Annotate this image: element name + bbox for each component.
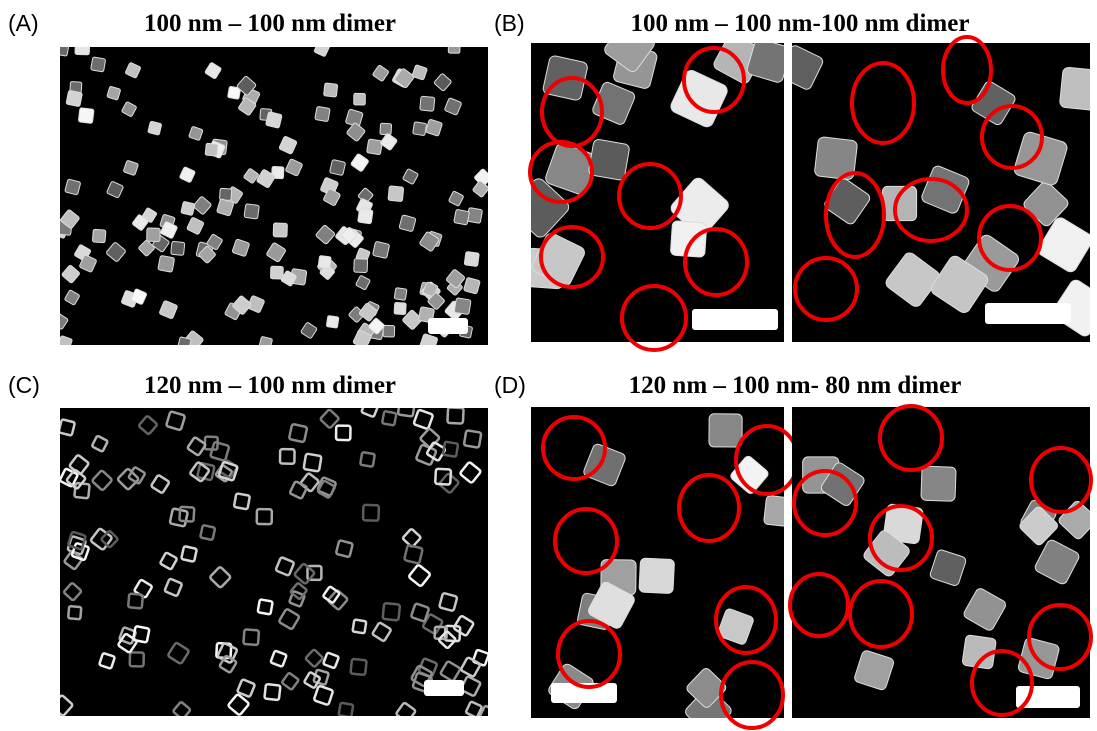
particle: [367, 139, 383, 155]
figure: (A) 100 nm – 100 nm dimer (B) 100 nm – 1…: [0, 0, 1097, 731]
particle: [380, 123, 392, 135]
sem-image: [777, 43, 1097, 342]
particle: [171, 241, 185, 255]
particle: [420, 96, 435, 111]
particle: [324, 83, 338, 97]
particle: [271, 266, 284, 279]
particle: [65, 179, 81, 195]
particle: [259, 336, 273, 350]
panel-title: 120 nm – 100 nm- 80 nm dimer: [629, 372, 962, 399]
particle: [670, 221, 707, 258]
particle: [388, 186, 404, 202]
particle: [158, 255, 175, 272]
particle: [764, 495, 796, 527]
panel-label: (B): [494, 10, 525, 36]
particle: [266, 112, 283, 129]
particle: [329, 159, 345, 175]
particle: [78, 108, 94, 124]
particle: [454, 209, 470, 225]
scale-bar: [424, 680, 464, 696]
panel-title: 100 nm – 100 nm-100 nm dimer: [631, 10, 970, 37]
particle: [921, 466, 956, 501]
particle: [178, 337, 192, 351]
panel-label: (A): [8, 10, 39, 36]
particle: [54, 41, 69, 56]
particle: [454, 298, 471, 315]
particle: [373, 241, 390, 258]
particle: [147, 228, 160, 241]
particle: [709, 414, 742, 447]
panel-label: (C): [8, 372, 40, 398]
image-background: [60, 408, 488, 716]
particle: [148, 121, 162, 135]
particle: [66, 90, 82, 106]
panel-label: (D): [494, 372, 526, 398]
particle: [205, 143, 218, 156]
particle: [244, 204, 259, 219]
particle: [394, 288, 407, 301]
particle: [354, 259, 368, 273]
scale-bar: [985, 303, 1071, 324]
sem-image: [792, 407, 1097, 718]
particle: [273, 223, 287, 237]
particle: [315, 106, 330, 121]
particle: [318, 256, 331, 269]
scale-bar: [692, 309, 778, 330]
particle: [464, 251, 479, 266]
scale-bar: [428, 318, 468, 334]
sem-image: [52, 40, 493, 352]
particle: [220, 188, 232, 200]
particle: [92, 229, 106, 243]
particle: [394, 302, 406, 314]
particle: [588, 139, 630, 181]
sem-image: [52, 400, 497, 723]
particle: [464, 277, 481, 294]
panel-title: 120 nm – 100 nm dimer: [144, 372, 396, 399]
particle: [358, 209, 373, 224]
particle: [639, 558, 675, 594]
particle: [354, 93, 366, 105]
particle: [383, 325, 395, 337]
particle: [399, 215, 416, 232]
particle: [413, 122, 427, 136]
panel-title: 100 nm – 100 nm dimer: [144, 10, 396, 37]
particle: [181, 201, 195, 215]
particle: [91, 57, 106, 72]
particle: [326, 315, 339, 328]
sem-image: [508, 20, 792, 342]
particle: [448, 42, 460, 54]
particle: [1059, 67, 1097, 111]
particle: [75, 40, 90, 55]
